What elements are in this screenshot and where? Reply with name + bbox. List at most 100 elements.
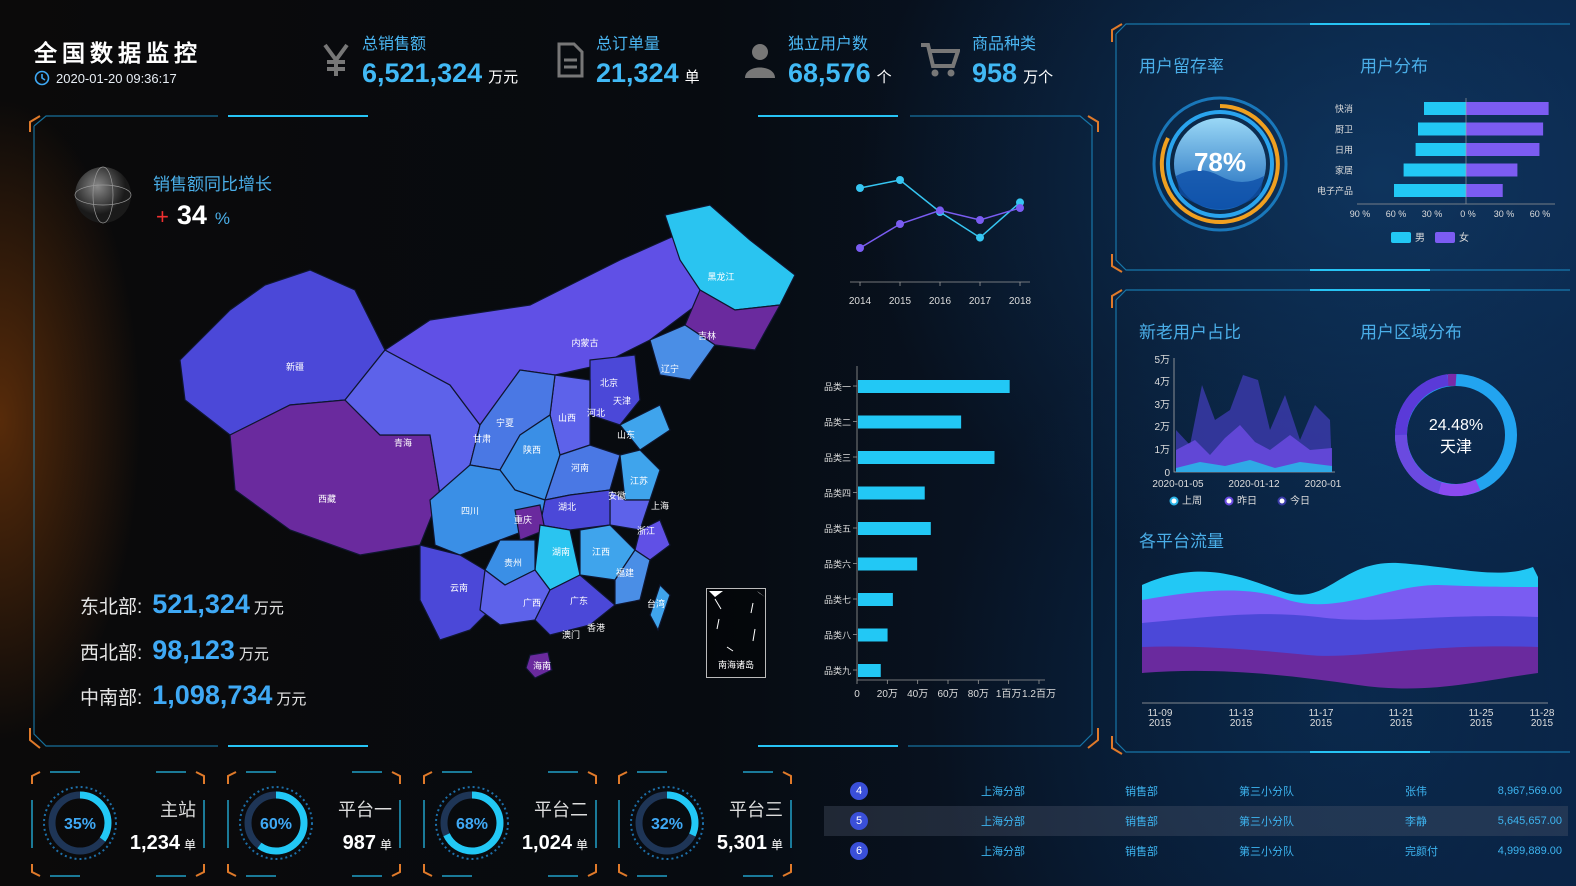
platform-name: 平台一 (338, 800, 392, 820)
bar-category-label: 品类三 (824, 452, 851, 463)
platform-card: 68% 平台二 1,024 单 (422, 770, 598, 878)
map-region-guangdong[interactable] (534, 574, 616, 636)
x-tick-label: 30 % (1422, 209, 1443, 219)
map-region-jiangsu[interactable] (619, 449, 661, 501)
map-region-fujian[interactable] (614, 549, 651, 606)
x-tick-label: 0 (854, 689, 860, 700)
legend-marker (1277, 496, 1287, 506)
bar-male[interactable] (1418, 122, 1466, 136)
region-stat-central-south: 中南部: 1,098,734 万元 (80, 680, 306, 711)
region-donut-value: 24.48% (1429, 417, 1483, 434)
map-label: 湖南 (552, 546, 570, 557)
bar-male[interactable] (1415, 143, 1466, 156)
kpi-value: 68,576 (788, 58, 871, 88)
bar-category-label: 品类五 (824, 523, 851, 534)
y-tick: 5万 (1154, 355, 1170, 366)
datetime-text: 2020-01-20 09:36:17 (56, 70, 177, 86)
bar[interactable] (858, 628, 888, 642)
y-tick: 3万 (1154, 400, 1170, 411)
map-label: 新疆 (286, 361, 304, 372)
ring-progress (244, 791, 308, 855)
bar[interactable] (858, 557, 918, 571)
legend-swatch-female (1435, 232, 1455, 243)
x-tick: 11-25 (1469, 708, 1494, 719)
globe-icon (74, 166, 132, 224)
region-stat-northwest: 西北部: 98,123 万元 (80, 635, 269, 666)
table-cell-amount: 8,967,569.00 (1497, 785, 1562, 797)
kpi-unit: 单 (684, 69, 700, 86)
bar[interactable] (858, 451, 995, 464)
trend-line-chart: 2014 2015 2016 2017 2018 (849, 176, 1032, 307)
map-label: 黑龙江 (707, 271, 734, 282)
map-label: 福建 (616, 567, 634, 578)
platform-value: 987 单 (343, 832, 392, 854)
map-region-shandong[interactable] (619, 404, 671, 451)
map-region-sichuan[interactable] (429, 464, 546, 556)
x-tick-label: 2017 (969, 296, 992, 307)
bar-female[interactable] (1466, 143, 1540, 156)
category-label: 日用 (1335, 145, 1353, 155)
map-label: 广西 (523, 597, 541, 608)
bar[interactable] (858, 522, 931, 535)
region-value: 521,324 (152, 589, 250, 619)
bar[interactable] (858, 486, 925, 500)
map-label: 广东 (570, 595, 588, 606)
table-cell-no: 5 (850, 812, 868, 830)
table-cell-team: 第三小分队 (1239, 846, 1294, 858)
map-region-yunnan[interactable] (419, 544, 501, 641)
region-label: 东北部: (80, 597, 143, 618)
legend-label: 昨日 (1237, 495, 1257, 507)
x-tick: 2015 (1531, 718, 1554, 729)
map-region-hainan[interactable] (525, 651, 553, 679)
bar-female[interactable] (1466, 122, 1544, 136)
map-label: 山西 (558, 413, 576, 423)
bar[interactable] (858, 664, 881, 677)
bar-male[interactable] (1403, 163, 1466, 177)
table-row[interactable]: 6 上海分部 销售部 第三小分队 完颜付 4,999,889.00 (824, 836, 1568, 866)
south-sea-inset: 南海诸岛 (706, 588, 766, 678)
bar[interactable] (858, 380, 1010, 393)
table-row[interactable]: 5 上海分部 销售部 第三小分队 李静 5,645,657.00 (824, 806, 1568, 836)
bar[interactable] (858, 415, 962, 429)
bar-male[interactable] (1394, 184, 1466, 197)
region-value: 1,098,734 (152, 680, 273, 710)
table-cell-team: 第三小分队 (1239, 786, 1294, 798)
bar-female[interactable] (1466, 102, 1549, 115)
islands-icon (709, 591, 765, 652)
kpi-unit: 万个 (1023, 69, 1054, 86)
platform-value: 5,301 单 (717, 832, 783, 854)
inset-label: 南海诸岛 (717, 660, 754, 670)
map-label: 辽宁 (661, 363, 679, 374)
legend-label: 女 (1459, 231, 1469, 244)
x-tick: 2015 (1310, 718, 1333, 729)
clock-icon (34, 70, 50, 86)
bar-female[interactable] (1466, 163, 1518, 177)
map-region-zhejiang[interactable] (634, 519, 671, 561)
bar-male[interactable] (1424, 102, 1466, 115)
x-tick: 11-28 (1530, 708, 1555, 719)
x-tick-label: 80万 (968, 689, 989, 700)
table-row[interactable]: 4 上海分部 销售部 第三小分队 张伟 8,967,569.00 (824, 776, 1568, 806)
bar-female[interactable] (1466, 184, 1503, 197)
bar-category-label: 品类一 (824, 381, 851, 392)
platform-card: 32% 平台三 5,301 单 (617, 770, 793, 878)
ring-progress (440, 791, 504, 855)
map-region-liaoning[interactable] (649, 324, 716, 381)
kpi-unit: 个 (876, 69, 892, 86)
table-cell-amount: 5,645,657.00 (1497, 815, 1562, 827)
platform-card-frame: 32% 平台三 5,301 单 (618, 771, 792, 877)
bar[interactable] (858, 593, 893, 606)
map-region-taiwan[interactable] (649, 583, 671, 632)
legend-label: 上周 (1182, 495, 1202, 507)
x-tick-label: 40万 (907, 689, 928, 700)
map-label: 湖北 (558, 502, 576, 512)
region-stat-northeast: 东北部: 521,324 万元 (80, 589, 284, 620)
x-tick: 2015 (1470, 718, 1493, 729)
distribution-title: 用户分布 (1360, 57, 1428, 76)
ring-percent: 60% (260, 816, 292, 833)
table-cell-dept: 销售部 (1125, 786, 1158, 798)
map-label: 上海 (651, 500, 669, 511)
growth-unit: % (214, 209, 231, 228)
line-point (976, 216, 984, 224)
